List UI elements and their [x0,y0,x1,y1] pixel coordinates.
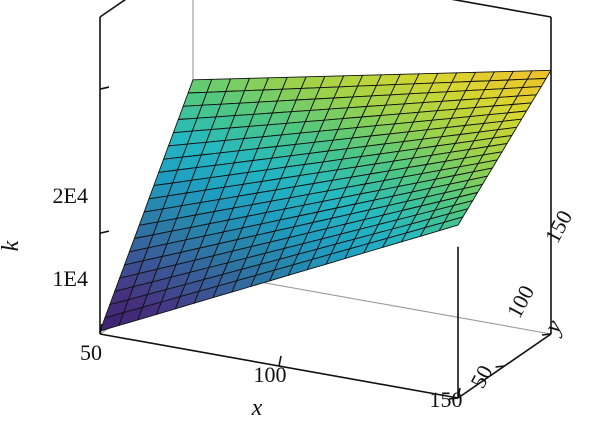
x-tick-mark [457,387,461,399]
y-tick-label-150: 150 [540,206,578,247]
y-tick-mark [495,365,505,368]
x-tick-mark [278,355,282,367]
box-edge-top-back [451,0,552,18]
surface-mesh [99,69,552,332]
z-tick-label-1E4: 1E4 [53,266,88,291]
axis-ticks [99,86,552,400]
z-tick-label-2E4: 2E4 [53,183,88,208]
x-tick-label-150: 150 [430,387,463,412]
surface-patch [438,216,464,232]
box-edge-top-left [99,0,127,18]
x-tick-label-50: 50 [80,340,102,365]
y-tick-label-50: 50 [465,361,497,392]
y-axis-label: y [539,316,568,340]
z-axis-label: k [0,240,24,251]
z-tick-mark [99,230,110,234]
z-tick-mark [99,86,110,90]
x-tick-label-100: 100 [254,362,287,387]
x-axis-label: x [251,395,263,421]
x-tick-mark [99,323,103,335]
y-tick-label-100: 100 [502,281,540,322]
y-tick-mark [541,333,552,336]
y-tick-mark [448,397,459,400]
